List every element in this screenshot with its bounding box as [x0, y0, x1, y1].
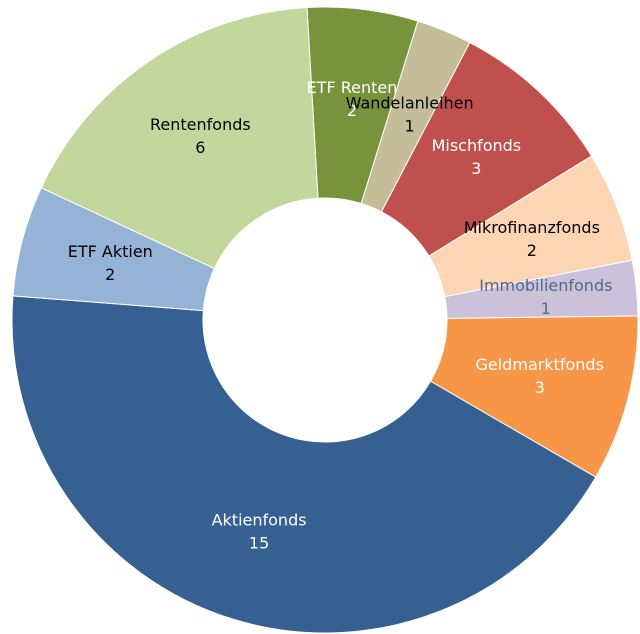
donut-slice	[40, 6, 319, 270]
slice-value: 1	[541, 299, 551, 318]
slice-value: 2	[527, 241, 537, 260]
slice-label: Mikrofinanzfonds	[464, 218, 600, 237]
slice-label: Rentenfonds	[150, 115, 251, 134]
slice-value: 2	[105, 265, 115, 284]
slice-value: 1	[405, 116, 415, 135]
slice-label: ETF Renten	[307, 78, 398, 97]
slice-value: 3	[535, 378, 545, 397]
donut-slice	[11, 295, 597, 634]
slice-label: ETF Aktien	[68, 242, 153, 261]
slice-label: Mischfonds	[432, 136, 522, 155]
slice-value: 15	[249, 533, 269, 552]
slice-value: 2	[347, 101, 357, 120]
slice-value: 6	[195, 138, 205, 157]
slice-label: Immobilienfonds	[479, 276, 612, 295]
slice-label: Aktienfonds	[212, 510, 307, 529]
slice-label: Wandelanleihen	[346, 93, 474, 112]
slice-label: Geldmarktfonds	[476, 355, 604, 374]
slice-value: 3	[471, 159, 481, 178]
